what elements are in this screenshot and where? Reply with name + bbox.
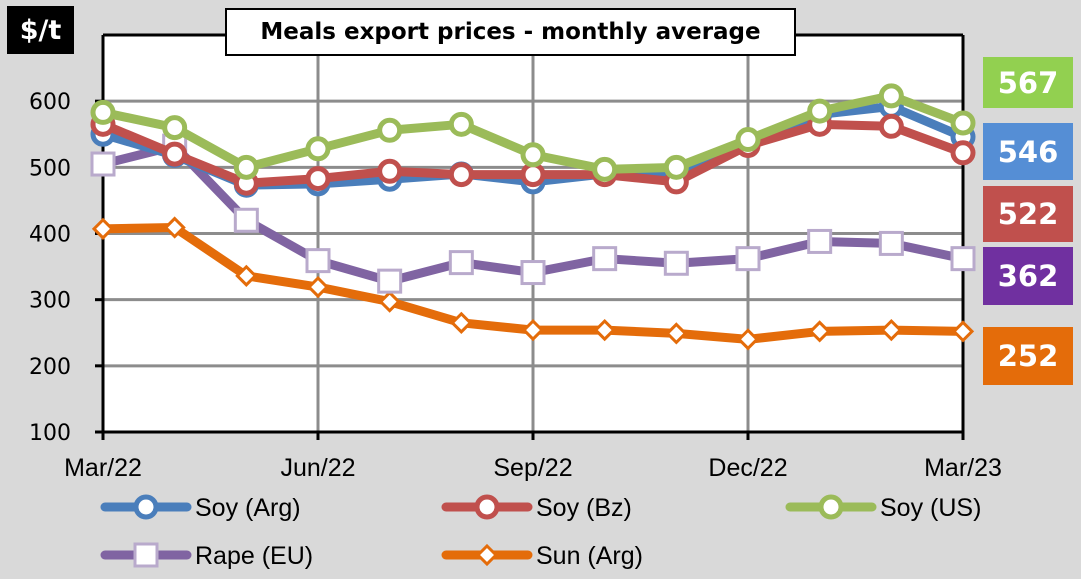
data-point-sun-arg [163,216,186,239]
legend-marker [133,542,159,568]
data-point-soy-us [878,83,904,109]
y-tick-label: 100 [29,421,71,446]
data-point-soy-us [592,156,618,182]
last-value-rape-eu: 362 [983,247,1073,305]
y-tick-label: 500 [29,156,71,181]
x-tick-label: Dec/22 [708,454,787,482]
data-point-soy-us [807,98,833,124]
legend-marker [818,494,844,520]
data-point-sun-arg [235,264,258,287]
y-tick-label: 400 [29,223,71,248]
data-point-sun-arg [808,320,831,343]
data-point-rape-eu [377,268,403,294]
data-point-rape-eu [878,230,904,256]
legend-label: Sun (Arg) [536,542,643,570]
data-point-rape-eu [233,207,259,233]
series-sun-arg [91,216,975,351]
last-value-soy-bz: 522 [983,186,1073,242]
legend-item-rape-eu: Rape (EU) [100,542,313,570]
data-point-soy-us [950,110,976,136]
data-point-soy-us [520,142,546,168]
data-point-soy-bz [950,140,976,166]
data-point-rape-eu [807,228,833,254]
legend: Soy (Arg) Soy (Bz) Soy (US) Rape (EU) Sun (A… [100,494,981,570]
y-tick-label: 200 [29,355,71,380]
legend-item-soy-us: Soy (US) [785,494,981,522]
series-soy-us [90,83,976,182]
data-point-soy-us [162,115,188,141]
chart-title: Meals export prices - monthly average [225,8,796,56]
data-point-sun-arg [880,318,903,342]
legend-item-soy-arg: Soy (Arg) [100,494,301,522]
data-point-soy-us [90,99,116,125]
y-tick-label: 300 [29,289,71,314]
series-rape-eu [90,133,976,294]
last-value-sun-arg: 252 [983,327,1073,385]
data-point-soy-us [448,111,474,137]
series-group [90,83,976,351]
data-point-rape-eu [735,246,761,272]
data-point-soy-bz [162,141,188,167]
legend-label: Soy (Bz) [536,494,632,522]
y-axis-unit-label: $/t [7,6,74,54]
data-point-rape-eu [950,246,976,272]
x-tick-label: Jun/22 [280,454,355,482]
data-point-soy-bz [520,162,546,188]
legend-label: Rape (EU) [195,542,313,570]
data-point-sun-arg [521,318,545,342]
data-point-soy-bz [305,166,331,192]
data-point-sun-arg [450,311,473,334]
last-value-soy-us: 567 [983,57,1073,108]
data-point-soy-us [663,154,689,180]
x-tick-label: Mar/22 [64,454,142,482]
legend-label: Soy (Arg) [195,494,301,522]
data-point-soy-us [377,117,403,143]
legend-item-soy-bz: Soy (Bz) [441,494,632,522]
data-point-rape-eu [592,246,618,272]
data-point-sun-arg [378,290,401,313]
data-point-soy-us [233,154,259,180]
data-point-soy-bz [377,158,403,184]
data-point-soy-us [735,127,761,153]
data-point-sun-arg [91,217,115,240]
x-tick-label: Mar/23 [924,454,1002,482]
legend-item-sun-arg: Sun (Arg) [441,542,643,570]
data-point-rape-eu [305,248,331,274]
data-point-sun-arg [951,320,975,343]
x-axis-ticks: Mar/22 Jun/22 Sep/22 Dec/22 Mar/23 [64,432,1002,482]
data-point-sun-arg [593,318,616,342]
data-point-rape-eu [90,151,116,177]
data-point-soy-bz [448,162,474,188]
data-point-rape-eu [448,250,474,276]
data-point-rape-eu [663,250,689,276]
legend-marker [474,494,500,520]
legend-marker [475,543,499,567]
y-tick-label: 600 [29,90,71,115]
data-point-sun-arg [665,322,688,345]
data-point-sun-arg [306,275,330,299]
data-point-soy-us [305,136,331,162]
data-point-rape-eu [520,260,546,286]
last-value-soy-arg: 546 [983,123,1073,180]
y-axis-ticks: 100 200 300 400 500 600 [29,90,103,446]
legend-label: Soy (US) [880,494,981,522]
data-point-soy-bz [878,113,904,139]
legend-marker [133,494,159,520]
x-tick-label: Sep/22 [493,454,572,482]
data-point-sun-arg [736,328,760,351]
